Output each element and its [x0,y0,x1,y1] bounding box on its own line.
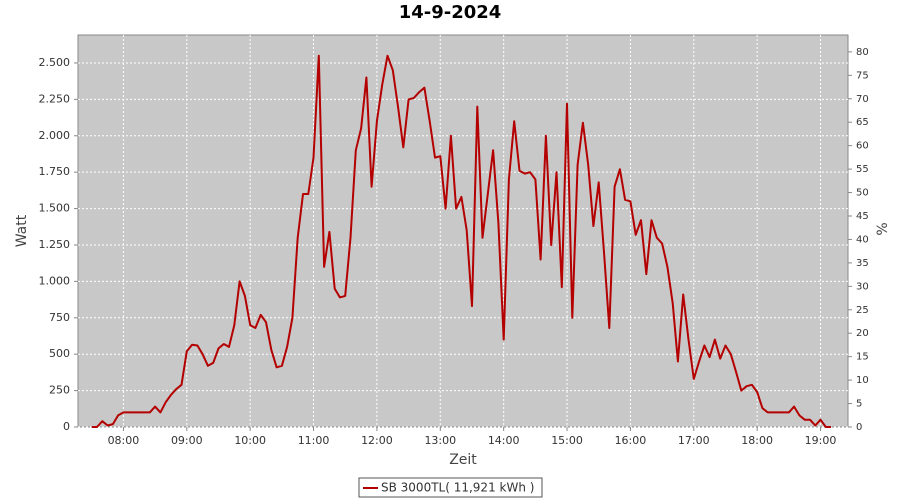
y2-tick-label: 5 [856,399,862,410]
y-tick-label: 2.250 [39,92,71,105]
y2-tick-label: 55 [856,164,869,175]
x-tick-label: 19:00 [805,434,837,447]
y2-tick-label: 10 [856,375,869,386]
y-tick-label: 2.500 [39,56,71,69]
y-tick-label: 1.250 [39,238,71,251]
y2-tick-label: 75 [856,70,869,81]
x-tick-label: 15:00 [551,434,583,447]
y2-tick-label: 70 [856,94,869,105]
data-line [91,54,832,428]
y-tick-label: 750 [49,311,70,324]
plot-area [77,34,849,428]
y-tick-label: 2.000 [39,129,71,142]
y2-tick-label: 80 [856,47,869,58]
y2-tick-label: 0 [856,422,862,433]
x-tick-label: 14:00 [488,434,520,447]
y-tick-label: 1.500 [39,202,71,215]
y2-tick-label: 30 [856,281,869,292]
y2-axis-label: % [875,222,891,235]
x-tick-label: 17:00 [678,434,710,447]
x-tick-label: 13:00 [424,434,456,447]
y-tick-label: 500 [49,347,70,360]
y2-tick-label: 60 [856,141,869,152]
y-tick-label: 250 [49,384,70,397]
y2-tick-label: 20 [856,328,869,339]
x-tick-label: 16:00 [615,434,647,447]
y-tick-label: 0 [63,420,70,433]
x-tick-label: 10:00 [234,434,266,447]
y-axis-label: Watt [14,214,30,247]
y2-tick-label: 15 [856,352,869,363]
x-axis-label: Zeit [449,452,477,468]
x-tick-label: 12:00 [361,434,393,447]
y-tick-label: 1.750 [39,165,71,178]
y2-tick-label: 35 [856,258,869,269]
y2-tick-label: 65 [856,117,869,128]
x-tick-label: 18:00 [741,434,773,447]
y2-tick-label: 40 [856,234,869,245]
x-tick-label: 11:00 [298,434,330,447]
y2-tick-label: 25 [856,305,869,316]
y-tick-label: 1.000 [39,274,71,287]
y2-tick-label: 50 [856,188,869,199]
x-tick-label: 09:00 [171,434,203,447]
y2-tick-label: 45 [856,211,869,222]
x-tick-label: 08:00 [108,434,140,447]
legend [358,477,543,498]
chart-title: 14-9-2024 [399,2,502,23]
legend-label: SB 3000TL( 11,921 kWh ) [381,481,534,495]
